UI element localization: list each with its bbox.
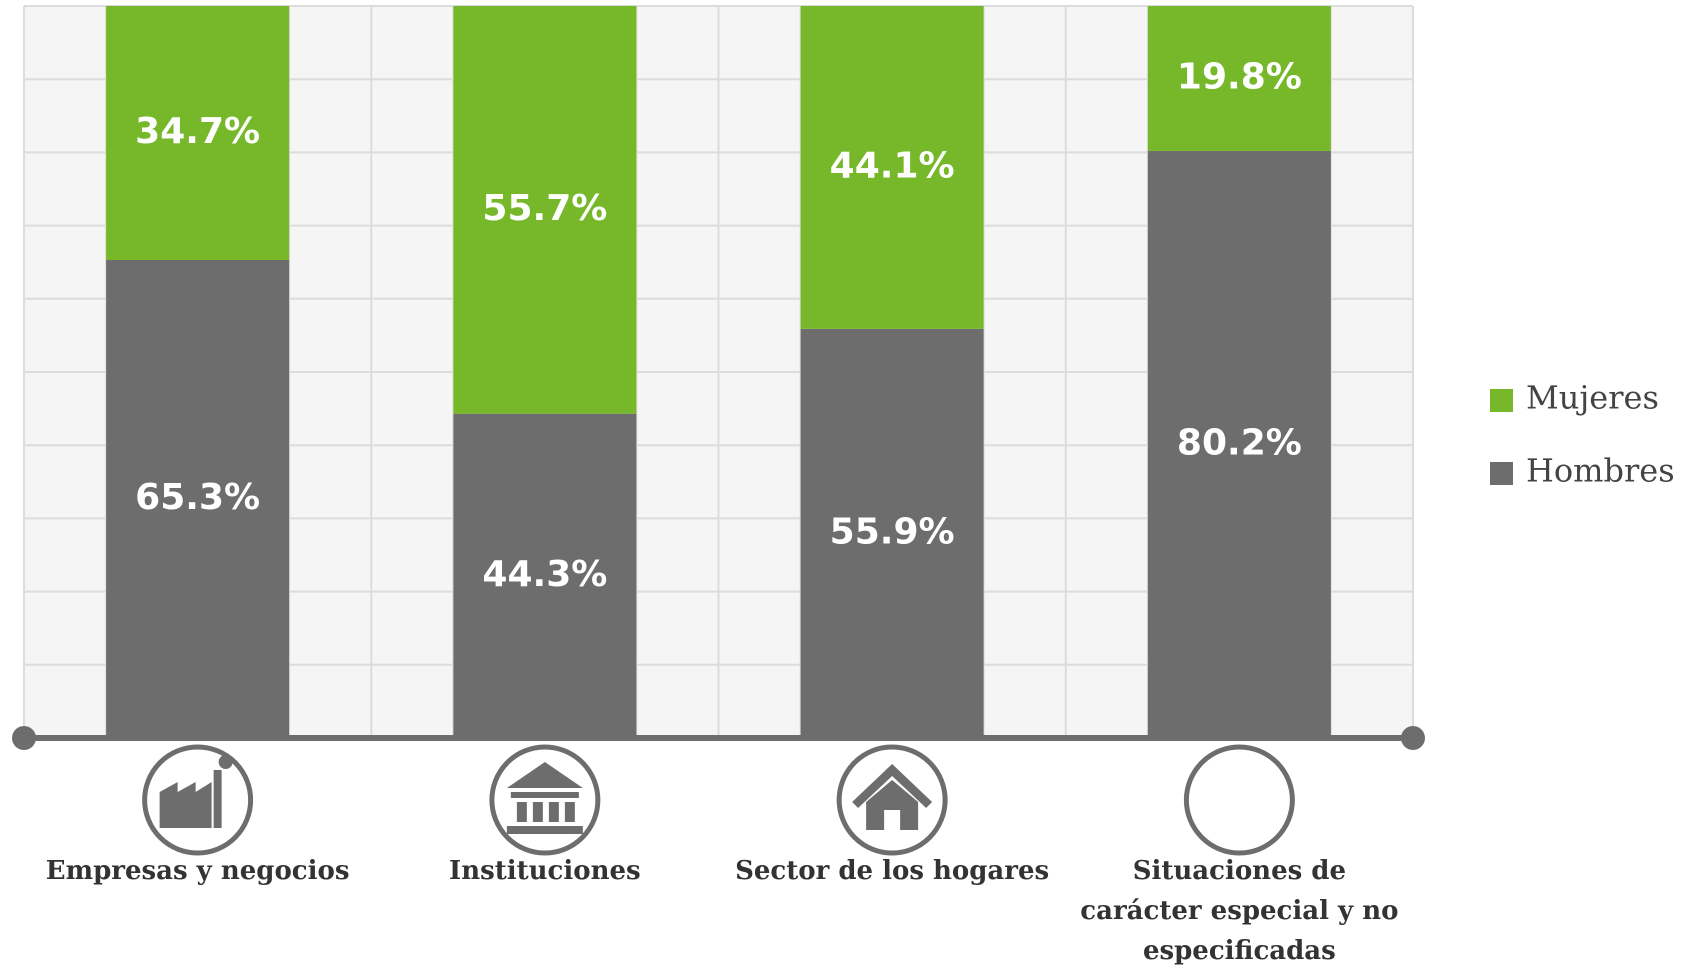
icon-circle <box>1183 744 1295 856</box>
value-label: 19.8% <box>1177 56 1302 97</box>
icon-smoke <box>218 755 233 769</box>
bar-segment <box>106 6 290 261</box>
bar-segment <box>1147 150 1331 738</box>
category-label: Sector de los hogares <box>735 856 1050 886</box>
axis-end <box>1401 726 1425 750</box>
icon-house <box>852 764 933 830</box>
value-label: 44.1% <box>830 145 955 186</box>
value-label: 65.3% <box>135 477 260 518</box>
category-label: Situaciones de carácter especial y no es… <box>1080 856 1399 966</box>
value-label: 34.7% <box>135 111 260 152</box>
bar-segment <box>1147 6 1331 151</box>
value-label: 44.3% <box>482 554 607 595</box>
category-label: Instituciones <box>449 856 641 886</box>
bar-segment <box>453 413 637 738</box>
legend-label: Hombres <box>1526 452 1675 490</box>
category-label: Empresas y negocios <box>45 856 350 886</box>
bar-segment <box>800 6 984 329</box>
icon-factory <box>159 770 222 828</box>
bar-segment <box>453 6 637 414</box>
bar-segment <box>106 260 290 738</box>
legend-swatch <box>1490 462 1513 485</box>
value-label: 55.7% <box>482 188 607 229</box>
value-label: 55.9% <box>830 511 955 552</box>
axis-end <box>12 726 36 750</box>
legend-label: Mujeres <box>1526 379 1659 417</box>
legend-swatch <box>1490 389 1513 412</box>
icon-institution <box>506 762 583 834</box>
value-label: 80.2% <box>1177 422 1302 463</box>
bar-segment <box>800 328 984 738</box>
